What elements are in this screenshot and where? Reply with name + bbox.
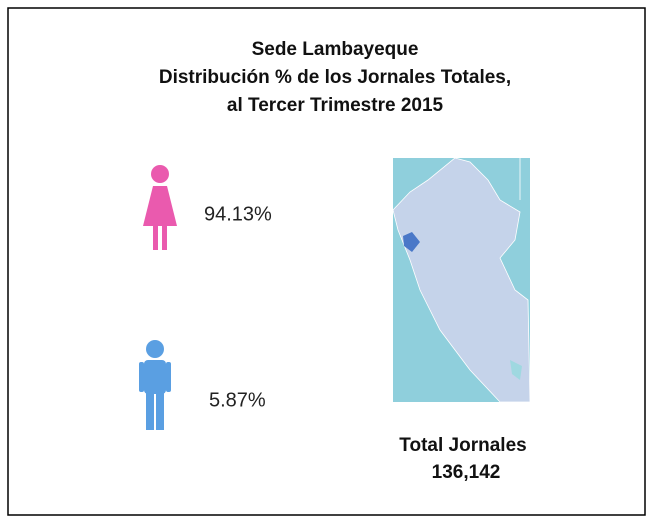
- total-label: Total Jornales: [399, 435, 526, 456]
- female-percent: 94.13%: [204, 203, 272, 225]
- title-line: Distribución % de los Jornales Totales,: [159, 67, 511, 88]
- title-line: Sede Lambayeque: [252, 39, 419, 60]
- map: [392, 157, 531, 403]
- total-value: 136,142: [432, 462, 501, 483]
- male-icon: [139, 340, 171, 430]
- frame: [7, 7, 646, 516]
- female-icon: [143, 165, 177, 250]
- male-percent: 5.87%: [209, 389, 266, 411]
- title-line: al Tercer Trimestre 2015: [227, 95, 444, 116]
